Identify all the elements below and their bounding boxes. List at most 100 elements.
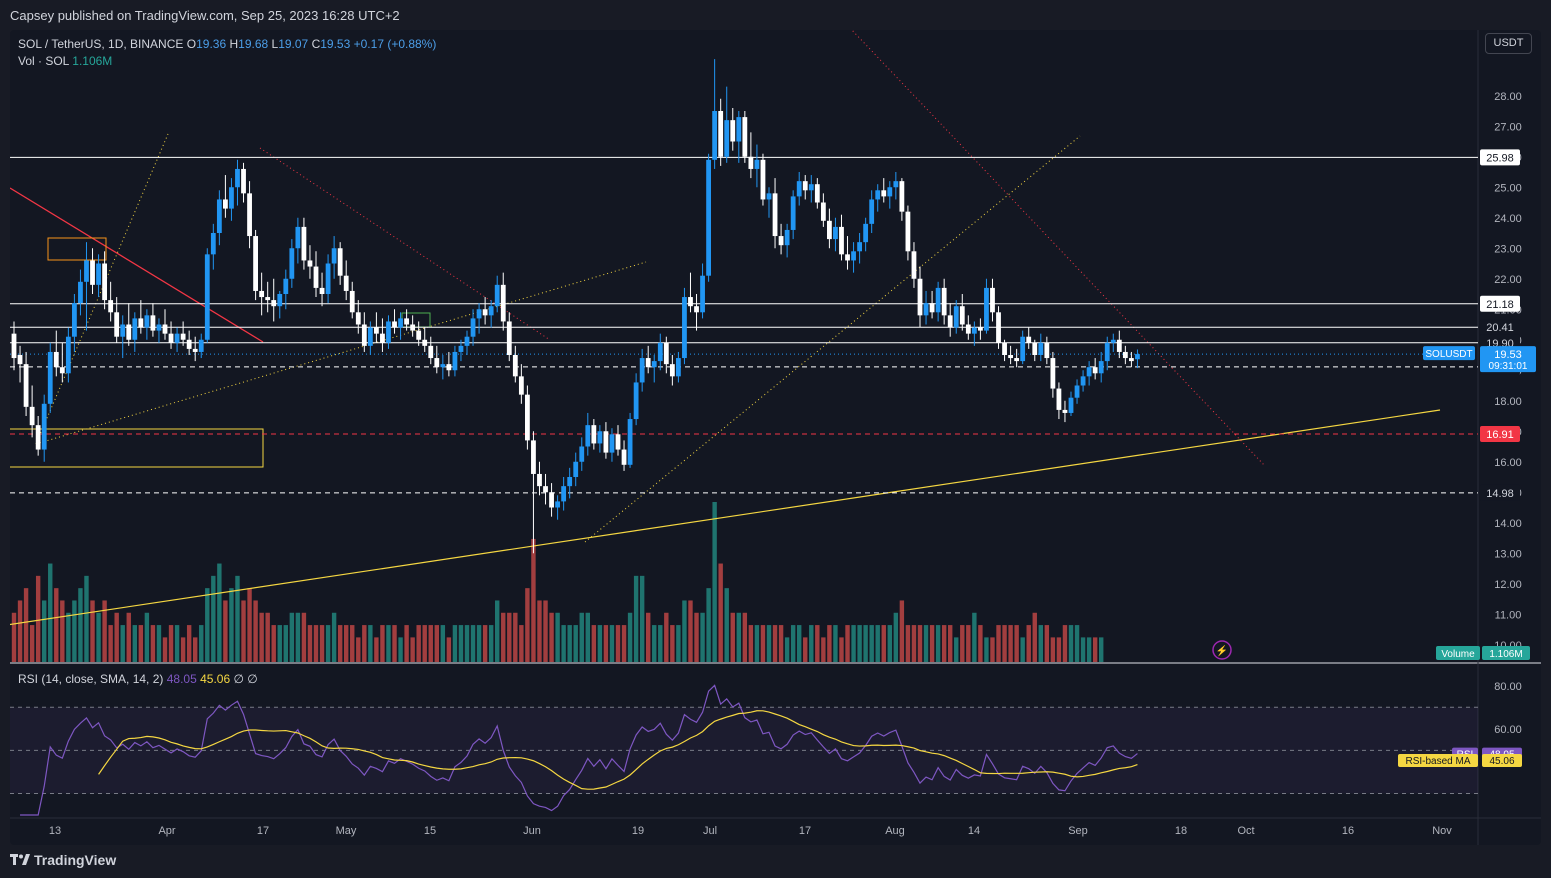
- rsi-legend-label[interactable]: RSI (14, close, SMA, 14, 2): [18, 672, 164, 686]
- rsi-tag-value-bg: [1482, 754, 1522, 768]
- volume-bar: [482, 625, 488, 662]
- volume-bar: [893, 612, 899, 662]
- volume-bar: [54, 588, 59, 662]
- candle-body: [802, 181, 808, 191]
- candle-body: [156, 324, 162, 331]
- volume-bar: [972, 612, 977, 662]
- candle-body: [440, 364, 446, 368]
- dotted-uptrend-1: [35, 133, 169, 445]
- volume-bar: [102, 600, 107, 662]
- currency-button[interactable]: USDT: [1485, 33, 1532, 54]
- price-chart-svg[interactable]: 28.0027.0026.0025.0024.0023.0022.0021.00…: [10, 30, 1541, 845]
- volume-bar: [700, 612, 705, 662]
- candle-body: [700, 275, 705, 313]
- volume-bar: [78, 588, 83, 662]
- yellow-box: [10, 428, 264, 468]
- candle-body: [839, 226, 844, 255]
- candle-body: [579, 446, 585, 462]
- candle-body: [857, 242, 862, 252]
- volume-bar: [984, 637, 989, 662]
- candle-body: [1002, 342, 1007, 355]
- volume-bar: [917, 625, 923, 662]
- candle-body: [343, 275, 349, 291]
- candle-body: [512, 355, 518, 377]
- chart-panel[interactable]: 28.0027.0026.0025.0024.0023.0022.0021.00…: [10, 30, 1541, 845]
- candle-body: [959, 306, 965, 325]
- time-axis-tick: 15: [424, 825, 436, 837]
- candle-body: [59, 367, 65, 374]
- volume-tag-value: 1.106M: [1489, 649, 1522, 660]
- volume-bar: [452, 625, 458, 662]
- candle-body: [851, 251, 856, 261]
- candle-body: [1032, 342, 1038, 355]
- candle-body: [17, 355, 23, 365]
- candle-body: [887, 187, 893, 197]
- volume-bar: [362, 625, 367, 662]
- volume-legend-label[interactable]: Vol · SOL: [18, 54, 69, 68]
- volume-bar: [404, 625, 409, 662]
- ohlc-open: 19.36: [196, 37, 227, 51]
- volume-bar: [168, 625, 174, 662]
- candle-body: [537, 473, 542, 487]
- volume-bar: [845, 625, 850, 662]
- volume-bar: [283, 625, 288, 662]
- footer-brand[interactable]: TradingView: [10, 852, 116, 869]
- candle-body: [494, 284, 500, 307]
- price-level-tag: [1480, 425, 1520, 442]
- volume-bar: [1002, 625, 1007, 662]
- volume-bar: [1032, 612, 1037, 662]
- candle-body: [645, 358, 651, 368]
- symbol-tag: [1423, 346, 1475, 361]
- ohlc-high-label: H: [229, 37, 239, 51]
- candle-body: [186, 339, 192, 349]
- volume-bar: [585, 612, 590, 662]
- price-axis-tick: 25.00: [1494, 182, 1522, 194]
- candle-body: [627, 419, 633, 465]
- candle-body: [820, 202, 826, 221]
- candle-body: [845, 254, 850, 261]
- volume-bar: [96, 612, 101, 662]
- volume-bar: [627, 612, 633, 662]
- price-axis-tick: 11.00: [1495, 609, 1522, 621]
- candle-body: [11, 333, 17, 359]
- rsi-tag-value: 45.06: [1489, 756, 1514, 767]
- volume-bar: [1080, 637, 1086, 662]
- candle-body: [216, 199, 222, 233]
- volume-bar: [809, 625, 814, 662]
- candle-body: [555, 501, 560, 508]
- candle-body: [893, 181, 899, 188]
- candle-body: [869, 199, 875, 224]
- candle-body: [941, 287, 947, 316]
- candle-body: [500, 284, 506, 322]
- volume-bar: [156, 625, 162, 662]
- time-axis-tick: 17: [799, 825, 811, 837]
- volume-bar: [350, 625, 355, 662]
- candle-body: [506, 321, 512, 355]
- volume-bar: [633, 575, 639, 662]
- volume-bar: [440, 625, 446, 662]
- volume-bar: [543, 600, 548, 662]
- ohlc-change: +0.17 (+0.88%): [353, 37, 437, 51]
- volume-bar: [295, 612, 301, 662]
- rsi-line: [20, 684, 1138, 816]
- price-level-tag-text: 16.91: [1486, 429, 1514, 441]
- candle-body: [663, 342, 669, 365]
- volume-tag: [1436, 646, 1480, 660]
- price-axis-tick: 27.00: [1494, 121, 1522, 133]
- volume-bar: [682, 600, 687, 662]
- candle-body: [114, 312, 120, 337]
- symbol-title[interactable]: SOL / TetherUS, 1D, BINANCE: [18, 37, 184, 51]
- volume-bar: [301, 612, 307, 662]
- candle-body: [748, 156, 754, 169]
- volume-bar: [766, 625, 772, 662]
- volume-bar: [380, 625, 385, 662]
- candle-body: [1098, 361, 1104, 374]
- time-axis-tick: Aug: [885, 825, 905, 837]
- price-level-tag: [1480, 484, 1520, 501]
- price-axis-tick: 12.00: [1494, 579, 1522, 591]
- rsi-ma-legend-value: 45.06: [200, 672, 231, 686]
- volume-bar: [17, 600, 23, 662]
- volume-bar: [289, 612, 295, 662]
- volume-bar: [114, 612, 119, 662]
- volume-bar: [658, 625, 663, 662]
